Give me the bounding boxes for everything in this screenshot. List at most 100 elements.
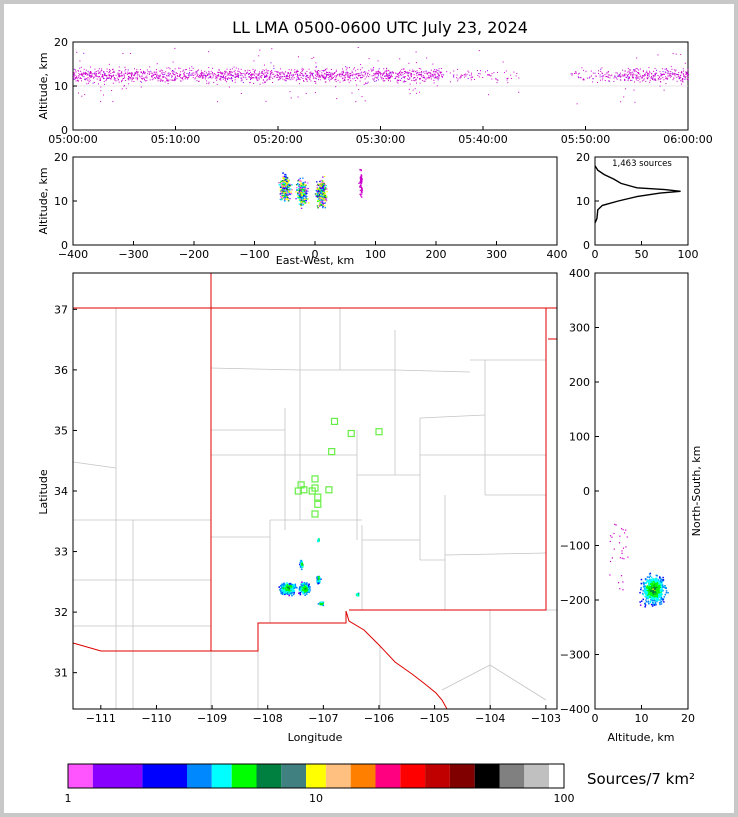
time-altitude-point [207, 73, 209, 75]
time-altitude-point [218, 72, 220, 73]
lightning-source [317, 603, 320, 605]
time-altitude-point [134, 68, 135, 70]
time-altitude-point [400, 74, 402, 76]
eastwest-altitude-point [286, 192, 289, 195]
altitude-northsouth-point [656, 600, 658, 602]
time-altitude-point [94, 72, 96, 74]
eastwest-altitude-point [325, 185, 327, 187]
altitude-northsouth-point [654, 591, 656, 594]
eastwest-altitude-point [300, 188, 303, 190]
altitude-northsouth-point [659, 601, 662, 603]
time-altitude-point [665, 72, 667, 74]
time-altitude-point [443, 74, 445, 76]
time-altitude-point [215, 78, 217, 80]
eastwest-altitude-point [296, 189, 299, 191]
time-altitude-point [635, 79, 637, 81]
time-altitude-point [173, 74, 175, 76]
time-altitude-point [335, 77, 337, 79]
altitude-northsouth-point [625, 546, 627, 548]
time-altitude-point [180, 74, 182, 76]
time-altitude-point [607, 76, 609, 78]
latitude-axis-tick-label: 31 [54, 667, 68, 680]
time-altitude-point [80, 73, 82, 75]
time-altitude-point [254, 70, 256, 72]
time-altitude-point [295, 73, 297, 75]
time-altitude-point [243, 76, 245, 78]
time-altitude-point [343, 74, 345, 76]
eastwest-altitude-point [323, 202, 325, 204]
time-altitude-point [651, 77, 653, 79]
time-altitude-point [234, 69, 236, 71]
time-altitude-point [134, 73, 136, 75]
eastwest-altitude-point [283, 186, 285, 188]
altitude-northsouth-point [659, 577, 662, 579]
longitude-axis-tick-label: −110 [141, 712, 171, 725]
time-altitude-point [601, 67, 603, 69]
eastwest-altitude-point [289, 198, 291, 200]
time-altitude-point [121, 80, 123, 82]
eastwest-altitude-point [281, 181, 284, 183]
time-altitude-point [665, 83, 667, 85]
time-altitude-point [212, 67, 213, 69]
lma-station [328, 448, 336, 456]
time-altitude-point [267, 72, 269, 74]
time-altitude-point [677, 75, 679, 77]
time-altitude-point [216, 74, 218, 76]
time-altitude-point [321, 72, 323, 74]
time-altitude-point [241, 73, 243, 74]
time-altitude-point [490, 75, 492, 77]
altitude-northsouth-point [642, 581, 645, 584]
histogram-yaxis-tick-label: 10 [576, 195, 590, 208]
time-altitude-point [143, 72, 145, 74]
eastwest-altitude-point [322, 176, 324, 178]
altitude-northsouth-point [648, 592, 650, 594]
lightning-source [303, 586, 305, 588]
time-altitude-point [418, 73, 420, 75]
time-altitude-point [75, 77, 77, 79]
lma-station [311, 475, 319, 483]
time-altitude-point [658, 77, 660, 79]
plan-view-axes: −111 −110 −109 −108 −107 −106 −105 −104 −1033132… [54, 303, 561, 725]
time-altitude-point [140, 86, 142, 88]
time-altitude-point [99, 79, 101, 81]
eastwest-xaxis-tick-label: 300 [486, 248, 507, 261]
time-altitude-point [373, 78, 375, 80]
altitude-northsouth-point [609, 540, 611, 543]
time-altitude-point [95, 76, 97, 77]
time-altitude-point [288, 76, 290, 78]
time-altitude-point [432, 71, 434, 73]
eastwest-altitude-point [286, 177, 289, 179]
time-altitude-point [80, 78, 82, 80]
eastwest-altitude-point [288, 186, 290, 188]
time-altitude-point [417, 71, 419, 73]
time-altitude-point [224, 79, 226, 81]
time-altitude-point [346, 67, 348, 69]
eastwest-altitude-point [361, 188, 363, 190]
time-altitude-point [109, 71, 111, 73]
time-altitude-point [660, 73, 662, 75]
time-altitude-point [375, 74, 377, 76]
eastwest-altitude-point [283, 187, 286, 189]
time-altitude-point [283, 72, 285, 74]
time-altitude-point [241, 78, 243, 80]
eastwest-altitude-point [320, 186, 322, 188]
time-altitude-point [210, 76, 212, 78]
eastwest-altitude-point [290, 191, 292, 193]
eastwest-altitude-point [299, 186, 302, 189]
altitude-northsouth-point [652, 586, 655, 589]
eastwest-altitude-point [359, 176, 362, 178]
eastwest-altitude-point [288, 184, 290, 186]
eastwest-altitude-point [324, 207, 326, 209]
time-altitude-point [382, 79, 384, 81]
time-altitude-point [318, 72, 320, 74]
time-altitude-point [397, 74, 399, 75]
time-altitude-point [230, 71, 232, 73]
time-altitude-point [237, 70, 239, 72]
time-altitude-point [151, 76, 153, 78]
time-altitude-point [603, 75, 605, 77]
time-altitude-point [417, 77, 419, 79]
eastwest-altitude-point [317, 207, 319, 209]
time-altitude-point [166, 78, 168, 80]
time-altitude-point [404, 76, 405, 78]
